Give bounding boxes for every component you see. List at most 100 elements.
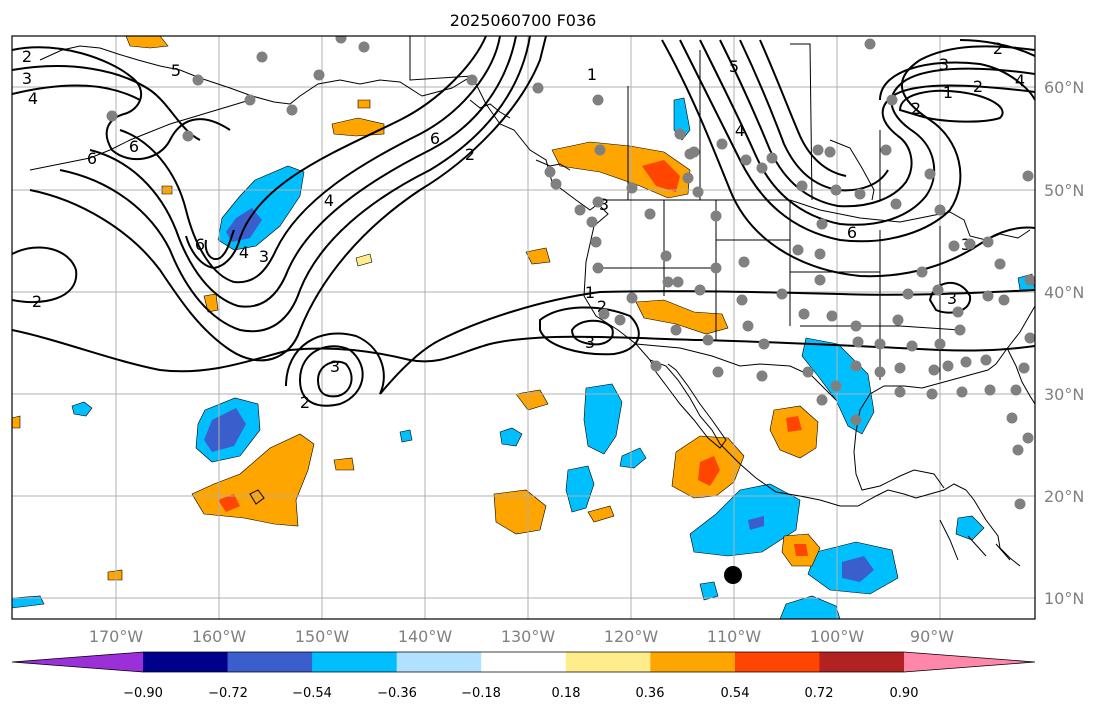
alaska-coast — [159, 65, 423, 105]
station-dot — [662, 276, 674, 288]
station-dot — [614, 314, 626, 326]
station-dot — [1018, 362, 1030, 374]
hudson-bay — [829, 139, 875, 201]
station-dot — [598, 308, 610, 320]
positive-patch-east-pacific — [493, 489, 547, 535]
contour-label: 6 — [195, 235, 205, 254]
latitude-labels: 60°N 50°N 40°N 30°N 20°N 10°N — [1044, 78, 1084, 608]
positive-core-pacific-northwest — [642, 160, 680, 192]
station-dot — [740, 154, 752, 166]
station-dot — [942, 360, 954, 372]
contour-mid-pacific-2 — [316, 360, 353, 398]
map-title: 2025060700 F036 — [450, 11, 597, 30]
central-america-borders — [939, 519, 1011, 561]
station-dot — [544, 166, 556, 178]
colorbar-tick-label: 0.72 — [805, 686, 834, 701]
contour-label: 4 — [1015, 71, 1025, 90]
colorbar — [11, 651, 1036, 673]
contour-canada-high-3 — [719, 39, 1035, 208]
station-dot — [802, 366, 814, 378]
contour-label: 4 — [324, 191, 334, 210]
contour-label: 3 — [947, 289, 957, 308]
contour-west-low-2 — [12, 46, 231, 160]
contour-west-low-1 — [12, 246, 78, 304]
lat-label-60n: 60°N — [1044, 78, 1084, 97]
station-dot — [626, 292, 638, 304]
contour-label: 2 — [911, 99, 921, 118]
station-dot — [626, 182, 638, 194]
station-dot — [932, 284, 944, 296]
station-dot — [926, 388, 938, 400]
contour-canada-high-1 — [679, 39, 1035, 243]
coast-islands-1 — [469, 99, 511, 119]
station-dot — [594, 144, 606, 156]
negative-patch-bottom — [779, 595, 841, 619]
contour-label: 6 — [87, 149, 97, 168]
contour-label: 1 — [943, 83, 953, 102]
positive-core-central-america — [794, 544, 808, 556]
station-dot — [670, 324, 682, 336]
station-dot — [816, 394, 828, 406]
contour-label: 2 — [993, 39, 1003, 58]
positive-patch-gulf-alaska — [331, 117, 385, 137]
colorbar-tick-label: 0.90 — [890, 686, 919, 701]
aleutian-islands — [29, 99, 251, 171]
contour-label: 4 — [735, 121, 745, 140]
station-dot — [586, 216, 598, 228]
contour-label: 4 — [239, 243, 249, 262]
contour-mid-pacific-3 — [285, 332, 385, 395]
station-dot — [956, 386, 968, 398]
positive-patch-mexico-south — [769, 405, 819, 459]
station-dot — [980, 354, 992, 366]
station-dot — [792, 244, 804, 256]
canada-province-4 — [790, 43, 813, 201]
station-dot — [286, 104, 298, 116]
negative-patch-small-4 — [955, 515, 985, 541]
contour-label: 3 — [939, 55, 949, 74]
negative-core-hawaii-north — [204, 408, 246, 452]
negative-core-central-pacific — [226, 208, 262, 242]
positive-patch-small-5 — [125, 36, 169, 49]
station-dot — [964, 238, 976, 250]
station-dot — [874, 338, 886, 350]
station-dot — [1024, 274, 1035, 286]
station-dot — [816, 218, 828, 230]
colorbar-extend-low — [12, 652, 143, 672]
colorbar-tick-label: −0.36 — [377, 686, 417, 701]
colorbar-segment — [227, 652, 313, 672]
station-dot — [982, 290, 994, 302]
contour-label: 2 — [32, 292, 42, 311]
station-dot — [854, 188, 866, 200]
colorbar-segment — [734, 652, 820, 672]
lon-label-100w: 100°W — [810, 627, 865, 646]
station-dot — [814, 274, 826, 286]
map-panel: 2 3 4 5 6 6 4 2 6 4 3 2 6 3 3 2 1 2 3 5 — [11, 35, 1036, 620]
station-dot — [716, 138, 728, 150]
station-dot — [776, 288, 788, 300]
baja-california — [649, 359, 727, 449]
station-dot — [313, 69, 325, 81]
positive-core-mexico-west — [698, 456, 720, 486]
station-dot — [1014, 498, 1026, 510]
station-dot — [1010, 384, 1022, 396]
contour-gulf-alaska-2 — [59, 36, 531, 333]
land-outlines — [29, 36, 1035, 567]
hawaii-islands — [249, 489, 265, 505]
station-dot — [814, 248, 826, 260]
longitude-labels: 170°W 160°W 150°W 140°W 130°W 120°W 110°… — [89, 627, 954, 646]
contour-label: 2 — [22, 47, 32, 66]
contour-label: 3 — [259, 247, 269, 266]
station-dot — [880, 144, 892, 156]
station-dot — [182, 130, 194, 142]
positive-patch-small-4 — [203, 293, 219, 313]
positive-patch-small-2 — [515, 389, 549, 411]
canada-province-1 — [409, 36, 473, 81]
station-dot — [812, 144, 824, 156]
positive-patch-small-1 — [525, 247, 551, 265]
negative-patch-small-3 — [619, 447, 647, 469]
colorbar-segment — [143, 652, 229, 672]
negative-patch-small-6 — [699, 581, 719, 601]
station-dot — [906, 340, 918, 352]
station-dot — [982, 236, 994, 248]
station-dot — [934, 204, 946, 216]
